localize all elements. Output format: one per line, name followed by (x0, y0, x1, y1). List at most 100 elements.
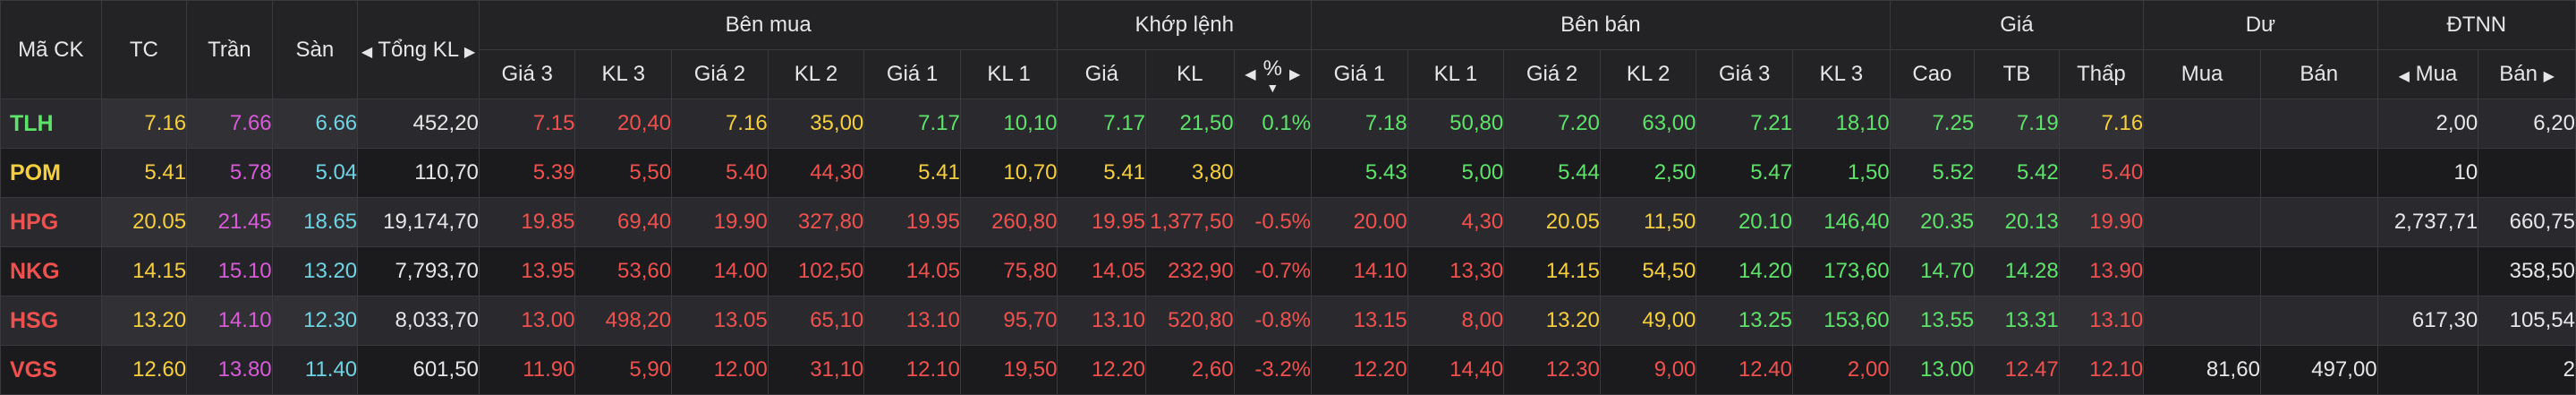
ref-price-cell: 14.15 (100, 246, 188, 296)
col-buy-vol3[interactable]: KL 3 (574, 49, 673, 99)
sell-price3-cell: 7.21 (1696, 99, 1793, 149)
sell-price1-cell: 20.00 (1311, 197, 1408, 247)
caret-right-icon[interactable]: ▶ (463, 44, 476, 60)
low-cell-cell: 19.90 (2058, 197, 2145, 247)
col-sell-price1[interactable]: Giá 1 (1311, 49, 1408, 99)
buy-price1-cell: 19.95 (863, 197, 961, 247)
col-buy-vol2[interactable]: KL 2 (767, 49, 865, 99)
buy-price1-cell: 5.41 (863, 148, 961, 198)
group-match: Khớp lệnh (1057, 0, 1313, 50)
ref-price-cell: 13.20 (100, 296, 188, 346)
buy-price2-cell: 14.00 (671, 246, 769, 296)
caret-right-icon[interactable]: ▶ (1288, 67, 1301, 82)
sell-price1-cell: 5.43 (1311, 148, 1408, 198)
sell-price3-cell: 20.10 (1696, 197, 1793, 247)
table-row[interactable]: POM 5.41 5.78 5.04 110,70 5.39 5,50 5.40 44,30 5.… (0, 148, 2576, 198)
col-ref[interactable]: TC (100, 0, 188, 99)
col-remain-sell[interactable]: Bán (2259, 49, 2378, 99)
col-buy-price3[interactable]: Giá 3 (478, 49, 576, 99)
low-cell-cell: 5.40 (2058, 148, 2145, 198)
total-vol-cell: 110,70 (357, 148, 480, 198)
table-row[interactable]: HPG 20.05 21.45 18.65 19,174,70 19.85 69,40 19.… (0, 197, 2576, 247)
buy-price2-cell: 13.05 (671, 296, 769, 346)
avg-cell-cell: 5.42 (1974, 148, 2060, 198)
col-sell-price2[interactable]: Giá 2 (1503, 49, 1601, 99)
col-high[interactable]: Cao (1889, 49, 1976, 99)
low-cell-cell: 7.16 (2058, 99, 2145, 149)
col-ceil[interactable]: Trần (186, 0, 273, 99)
col-total-vol[interactable]: ◀ Tổng KL ▶ (357, 0, 480, 99)
col-low[interactable]: Thấp (2058, 49, 2145, 99)
buy-vol3-cell: 20,40 (574, 99, 673, 149)
foreign-buy-cell: 617,30 (2376, 296, 2479, 346)
caret-left-icon[interactable]: ◀ (1245, 67, 1256, 82)
symbol-cell[interactable]: HSG (0, 296, 102, 346)
col-foreign-sell[interactable]: Bán ▶ (2478, 49, 2576, 99)
buy-vol1-cell: 10,70 (959, 148, 1058, 198)
buy-price3-cell: 7.15 (478, 99, 576, 149)
high-cell-cell: 20.35 (1889, 197, 1976, 247)
caret-left-icon[interactable]: ◀ (2398, 69, 2410, 84)
sell-vol3-cell: 2,00 (1792, 345, 1891, 395)
caret-right-icon[interactable]: ▶ (2543, 69, 2555, 84)
col-foreign-buy[interactable]: ◀ Mua (2376, 49, 2479, 99)
col-match-pct[interactable]: ◀% ▼ ▶ (1233, 49, 1313, 99)
remain-sell-cell (2259, 99, 2378, 149)
total-vol-cell: 19,174,70 (357, 197, 480, 247)
col-buy-price2[interactable]: Giá 2 (671, 49, 769, 99)
table-row[interactable]: HSG 13.20 14.10 12.30 8,033,70 13.00 498,20 13.… (0, 296, 2576, 346)
col-buy-price1[interactable]: Giá 1 (863, 49, 961, 99)
group-remain: Dư (2143, 0, 2378, 50)
col-remain-buy[interactable]: Mua (2143, 49, 2261, 99)
low-cell-cell: 12.10 (2058, 345, 2145, 395)
table-row[interactable]: TLH 7.16 7.66 6.66 452,20 7.15 20,40 7.16 35,00 7… (0, 99, 2576, 149)
remain-sell-cell (2259, 197, 2378, 247)
sell-price3-cell: 12.40 (1696, 345, 1793, 395)
match-pct-cell: -0.5% (1233, 197, 1313, 247)
buy-price3-cell: 13.00 (478, 296, 576, 346)
col-sell-vol1[interactable]: KL 1 (1407, 49, 1505, 99)
sell-vol1-cell: 50,80 (1407, 99, 1505, 149)
total-vol-cell: 7,793,70 (357, 246, 480, 296)
col-floor[interactable]: Sàn (271, 0, 359, 99)
col-match-vol[interactable]: KL (1145, 49, 1235, 99)
symbol-cell[interactable]: NKG (0, 246, 102, 296)
sell-price2-cell: 12.30 (1503, 345, 1601, 395)
symbol-cell[interactable]: TLH (0, 99, 102, 149)
foreign-buy-cell: 2,00 (2376, 99, 2479, 149)
buy-price2-cell: 19.90 (671, 197, 769, 247)
table-row[interactable]: VGS 12.60 13.80 11.40 601,50 11.90 5,90 12.00 31… (0, 345, 2576, 395)
remain-buy-cell (2143, 197, 2261, 247)
group-price: Giá (1889, 0, 2145, 50)
col-sell-vol3[interactable]: KL 3 (1792, 49, 1891, 99)
buy-vol2-cell: 102,50 (767, 246, 865, 296)
symbol-cell[interactable]: POM (0, 148, 102, 198)
symbol-cell[interactable]: HPG (0, 197, 102, 247)
match-price-cell: 7.17 (1057, 99, 1147, 149)
buy-price1-cell: 14.05 (863, 246, 961, 296)
sell-price3-cell: 14.20 (1696, 246, 1793, 296)
low-cell-cell: 13.10 (2058, 296, 2145, 346)
col-avg[interactable]: TB (1974, 49, 2060, 99)
col-match-pct-label: % (1262, 56, 1282, 81)
col-sell-price3[interactable]: Giá 3 (1696, 49, 1793, 99)
col-total-vol-label: Tổng KL (378, 37, 459, 62)
col-match-price[interactable]: Giá (1057, 49, 1147, 99)
caret-left-icon[interactable]: ◀ (361, 44, 373, 60)
sell-price1-cell: 12.20 (1311, 345, 1408, 395)
sell-price1-cell: 13.15 (1311, 296, 1408, 346)
sell-vol3-cell: 18,10 (1792, 99, 1891, 149)
match-price-cell: 14.05 (1057, 246, 1147, 296)
col-buy-vol1[interactable]: KL 1 (959, 49, 1058, 99)
symbol-cell[interactable]: VGS (0, 345, 102, 395)
floor-price-cell: 11.40 (271, 345, 359, 395)
col-foreign-sell-label: Bán (2499, 62, 2538, 86)
ceil-price-cell: 13.80 (186, 345, 273, 395)
sell-vol2-cell: 11,50 (1599, 197, 1697, 247)
table-row[interactable]: NKG 14.15 15.10 13.20 7,793,70 13.95 53,60 14.0… (0, 246, 2576, 296)
col-symbol[interactable]: Mã CK (0, 0, 102, 99)
col-sell-vol2[interactable]: KL 2 (1599, 49, 1697, 99)
floor-price-cell: 18.65 (271, 197, 359, 247)
floor-price-cell: 12.30 (271, 296, 359, 346)
